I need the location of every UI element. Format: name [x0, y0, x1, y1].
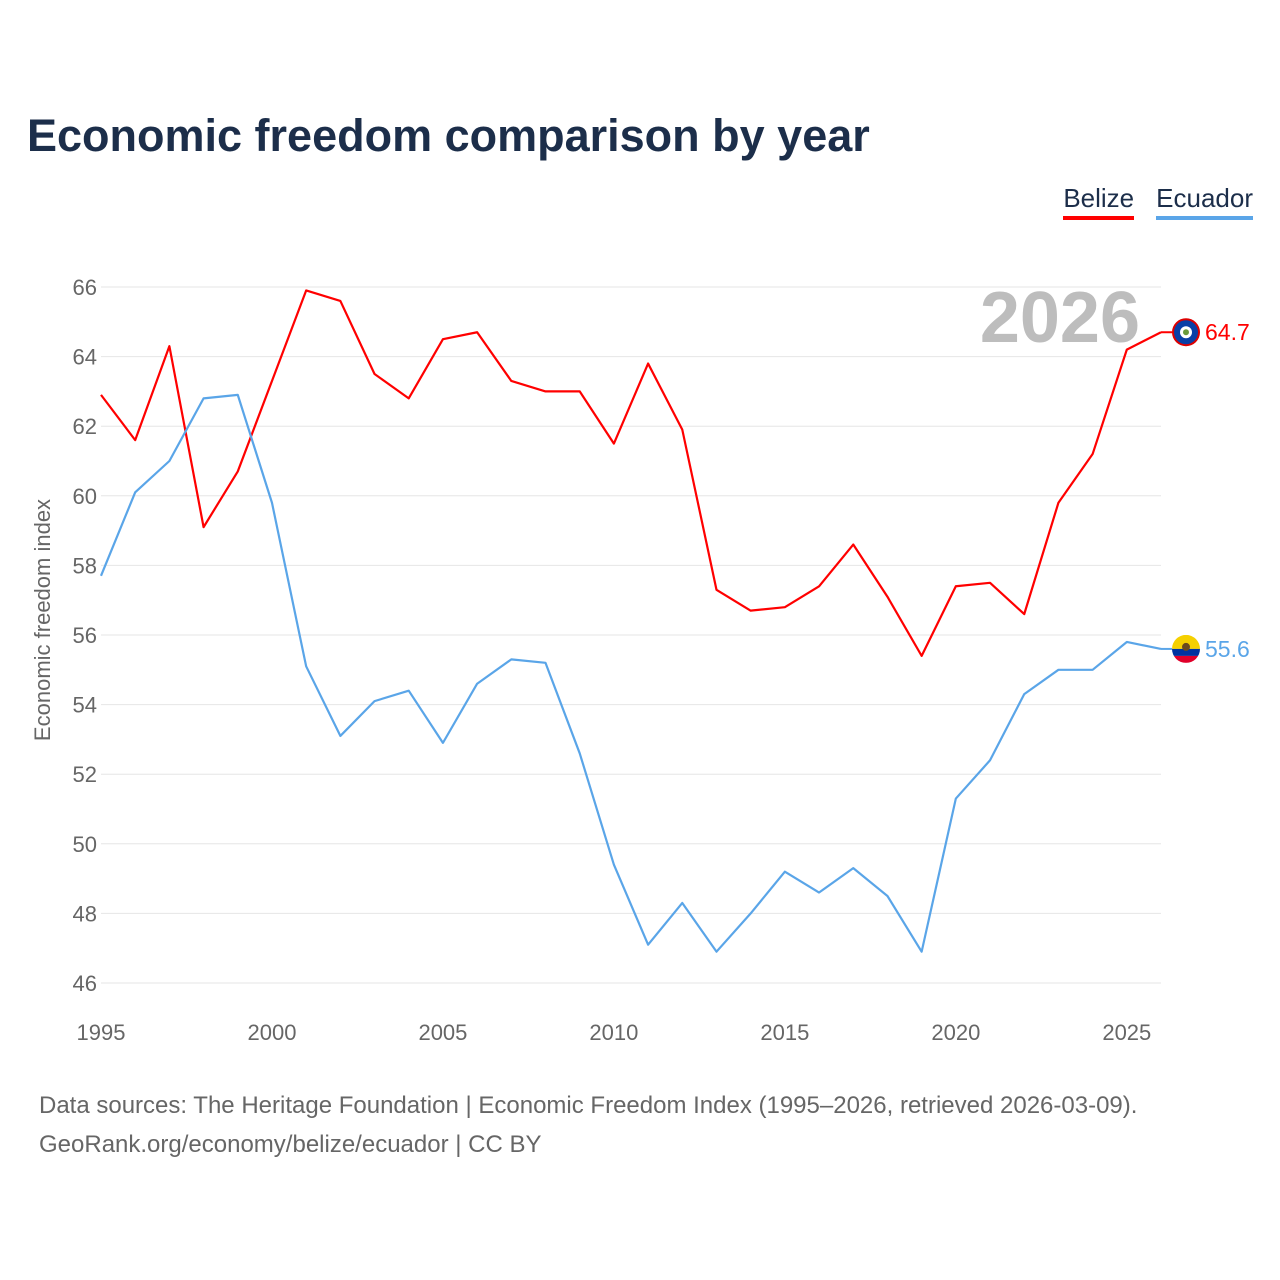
y-tick-label: 66	[73, 275, 97, 300]
footer-sources: Data sources: The Heritage Foundation | …	[39, 1092, 1138, 1119]
y-tick-label: 54	[73, 693, 97, 718]
chart-title: Economic freedom comparison by year	[27, 110, 870, 161]
y-tick-label: 58	[73, 553, 97, 578]
x-tick-label: 2005	[418, 1020, 467, 1045]
y-tick-label: 60	[73, 484, 97, 509]
flag-red	[1172, 655, 1200, 663]
y-tick-label: 64	[73, 345, 97, 370]
y-tick-label: 52	[73, 762, 97, 787]
y-tick-label: 62	[73, 414, 97, 439]
flag-yellow	[1172, 634, 1200, 649]
series-line-belize	[100, 289, 1162, 657]
flag-emblem	[1182, 642, 1190, 651]
y-tick-label: 46	[73, 971, 97, 996]
legend: Belize Ecuador	[1063, 183, 1253, 220]
flag-blue	[1172, 648, 1200, 656]
y-tick-label: 56	[73, 623, 97, 648]
belize-flag-icon	[1172, 318, 1200, 347]
x-tick-label: 2020	[931, 1020, 980, 1045]
y-axis-label: Economic freedom index	[30, 499, 55, 741]
y-tick-label: 48	[73, 901, 97, 926]
x-tick-label: 2015	[760, 1020, 809, 1045]
x-tick-label: 2010	[589, 1020, 638, 1045]
legend-item-belize[interactable]: Belize	[1063, 183, 1135, 220]
end-value-label: 55.6	[1205, 636, 1250, 662]
flag-emblem-center	[1183, 329, 1189, 336]
footer: Data sources: The Heritage Foundation | …	[39, 1086, 1137, 1164]
x-tick-label: 1995	[77, 1020, 126, 1045]
y-tick-label: 50	[73, 832, 97, 857]
end-value-label: 64.7	[1205, 319, 1250, 345]
footer-link[interactable]: GeoRank.org/economy/belize/ecuador | CC …	[39, 1131, 542, 1158]
x-tick-label: 2000	[247, 1020, 296, 1045]
series-line-ecuador	[99, 393, 1162, 953]
x-tick-label: 2025	[1102, 1020, 1151, 1045]
year-watermark: 2026	[980, 278, 1140, 358]
legend-item-ecuador[interactable]: Ecuador	[1156, 183, 1253, 220]
ecuador-flag-icon	[1172, 634, 1200, 663]
